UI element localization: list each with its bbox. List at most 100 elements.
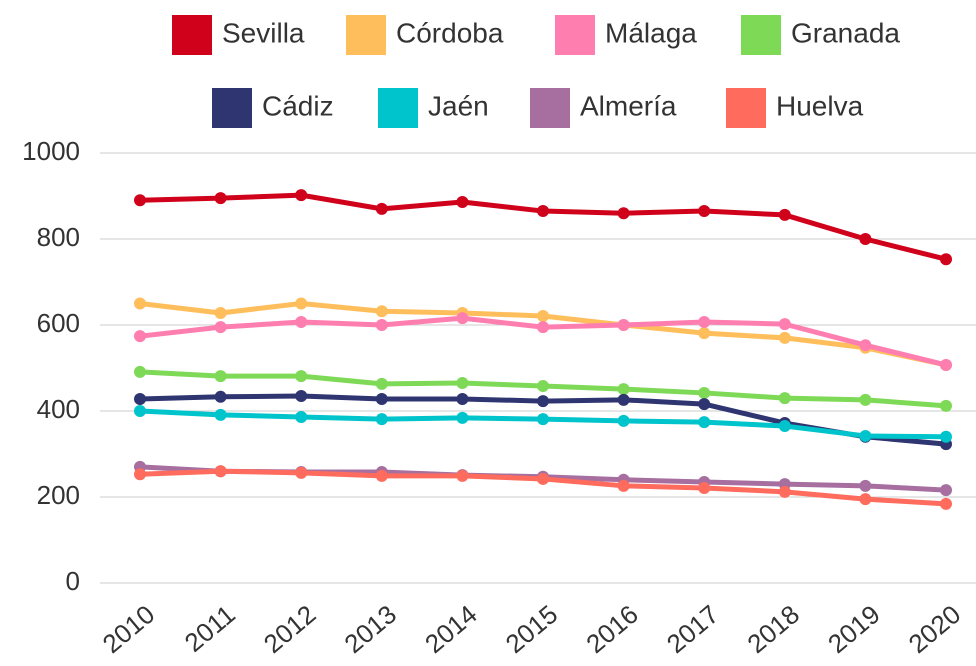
data-point bbox=[295, 297, 308, 310]
data-point bbox=[778, 331, 791, 344]
data-point bbox=[617, 319, 630, 331]
data-point bbox=[940, 399, 952, 412]
data-point bbox=[134, 468, 146, 481]
data-point bbox=[617, 383, 630, 396]
data-point bbox=[859, 493, 872, 506]
legend-label: Cádiz bbox=[262, 90, 334, 121]
legend-label: Almería bbox=[580, 90, 677, 121]
data-point bbox=[859, 429, 872, 442]
data-point bbox=[940, 253, 952, 266]
data-point bbox=[859, 339, 872, 352]
x-tick-label: 2011 bbox=[179, 599, 241, 658]
data-point bbox=[859, 233, 872, 245]
legend-label: Córdoba bbox=[396, 17, 504, 48]
data-point bbox=[214, 192, 227, 205]
data-point bbox=[859, 393, 872, 406]
x-tick-label: 2019 bbox=[822, 599, 886, 659]
data-point bbox=[456, 411, 469, 424]
x-tick-label: 2016 bbox=[580, 599, 644, 659]
data-point bbox=[375, 413, 388, 426]
data-point bbox=[214, 321, 227, 334]
data-point bbox=[537, 205, 549, 218]
data-point bbox=[134, 392, 146, 405]
data-point bbox=[778, 392, 791, 405]
data-point bbox=[214, 370, 227, 383]
data-point bbox=[214, 465, 227, 478]
data-point bbox=[456, 392, 469, 405]
data-point bbox=[537, 472, 549, 485]
data-point bbox=[375, 202, 388, 215]
data-point bbox=[778, 318, 791, 331]
data-point bbox=[537, 321, 549, 334]
data-point bbox=[537, 380, 549, 393]
data-point bbox=[456, 469, 469, 482]
data-point bbox=[295, 315, 308, 328]
legend-swatch bbox=[726, 88, 766, 128]
x-tick-label: 2015 bbox=[500, 599, 564, 659]
data-point bbox=[698, 481, 711, 494]
series-line bbox=[139, 192, 947, 262]
data-point bbox=[295, 189, 308, 202]
y-tick-label: 200 bbox=[37, 480, 80, 510]
data-point bbox=[134, 297, 146, 310]
data-point bbox=[375, 469, 388, 482]
legend-label: Málaga bbox=[605, 17, 697, 48]
legend-swatch bbox=[172, 15, 212, 55]
legend-swatch bbox=[741, 15, 781, 55]
data-point bbox=[698, 205, 711, 218]
legend-swatch bbox=[346, 15, 386, 55]
y-tick-label: 600 bbox=[37, 308, 80, 338]
data-point bbox=[134, 194, 146, 207]
y-tick-label: 1000 bbox=[22, 136, 80, 166]
data-point bbox=[940, 497, 952, 510]
data-point bbox=[698, 398, 711, 411]
x-tick-label: 2018 bbox=[741, 599, 805, 659]
data-point bbox=[295, 411, 308, 424]
data-point bbox=[134, 330, 146, 343]
legend-swatch bbox=[555, 15, 595, 55]
y-tick-label: 400 bbox=[37, 394, 80, 424]
data-point bbox=[375, 305, 388, 318]
data-point bbox=[617, 393, 630, 406]
data-point bbox=[134, 405, 146, 417]
data-point bbox=[295, 389, 308, 402]
data-point bbox=[940, 358, 952, 371]
data-point bbox=[698, 315, 711, 328]
data-point bbox=[375, 319, 388, 331]
data-point bbox=[778, 485, 791, 498]
data-point bbox=[214, 390, 227, 403]
data-point bbox=[537, 413, 549, 426]
data-point bbox=[456, 377, 469, 390]
legend-swatch bbox=[212, 88, 252, 128]
data-point bbox=[537, 395, 549, 408]
data-point bbox=[134, 365, 146, 378]
x-tick-label: 2013 bbox=[338, 599, 402, 659]
data-point bbox=[537, 309, 549, 322]
y-tick-label: 800 bbox=[37, 222, 80, 252]
data-point bbox=[940, 484, 952, 497]
x-tick-label: 2012 bbox=[258, 599, 322, 659]
data-point bbox=[859, 479, 872, 492]
data-point bbox=[295, 466, 308, 479]
data-point bbox=[617, 479, 630, 492]
legend-label: Jaén bbox=[428, 90, 489, 121]
data-point bbox=[698, 416, 711, 429]
x-tick-label: 2020 bbox=[903, 599, 967, 659]
x-tick-label: 2017 bbox=[661, 599, 725, 659]
data-point bbox=[778, 420, 791, 433]
data-point bbox=[375, 392, 388, 405]
data-point bbox=[375, 377, 388, 390]
data-point bbox=[214, 408, 227, 421]
data-point bbox=[456, 312, 469, 325]
data-point bbox=[778, 208, 791, 221]
y-tick-label: 0 bbox=[66, 566, 80, 596]
data-point bbox=[698, 386, 711, 399]
data-point bbox=[295, 370, 308, 383]
legend-label: Huelva bbox=[776, 90, 864, 121]
data-point bbox=[617, 414, 630, 427]
legend-swatch bbox=[530, 88, 570, 128]
x-tick-label: 2014 bbox=[419, 599, 483, 659]
legend-label: Sevilla bbox=[222, 17, 305, 48]
data-point bbox=[617, 207, 630, 220]
